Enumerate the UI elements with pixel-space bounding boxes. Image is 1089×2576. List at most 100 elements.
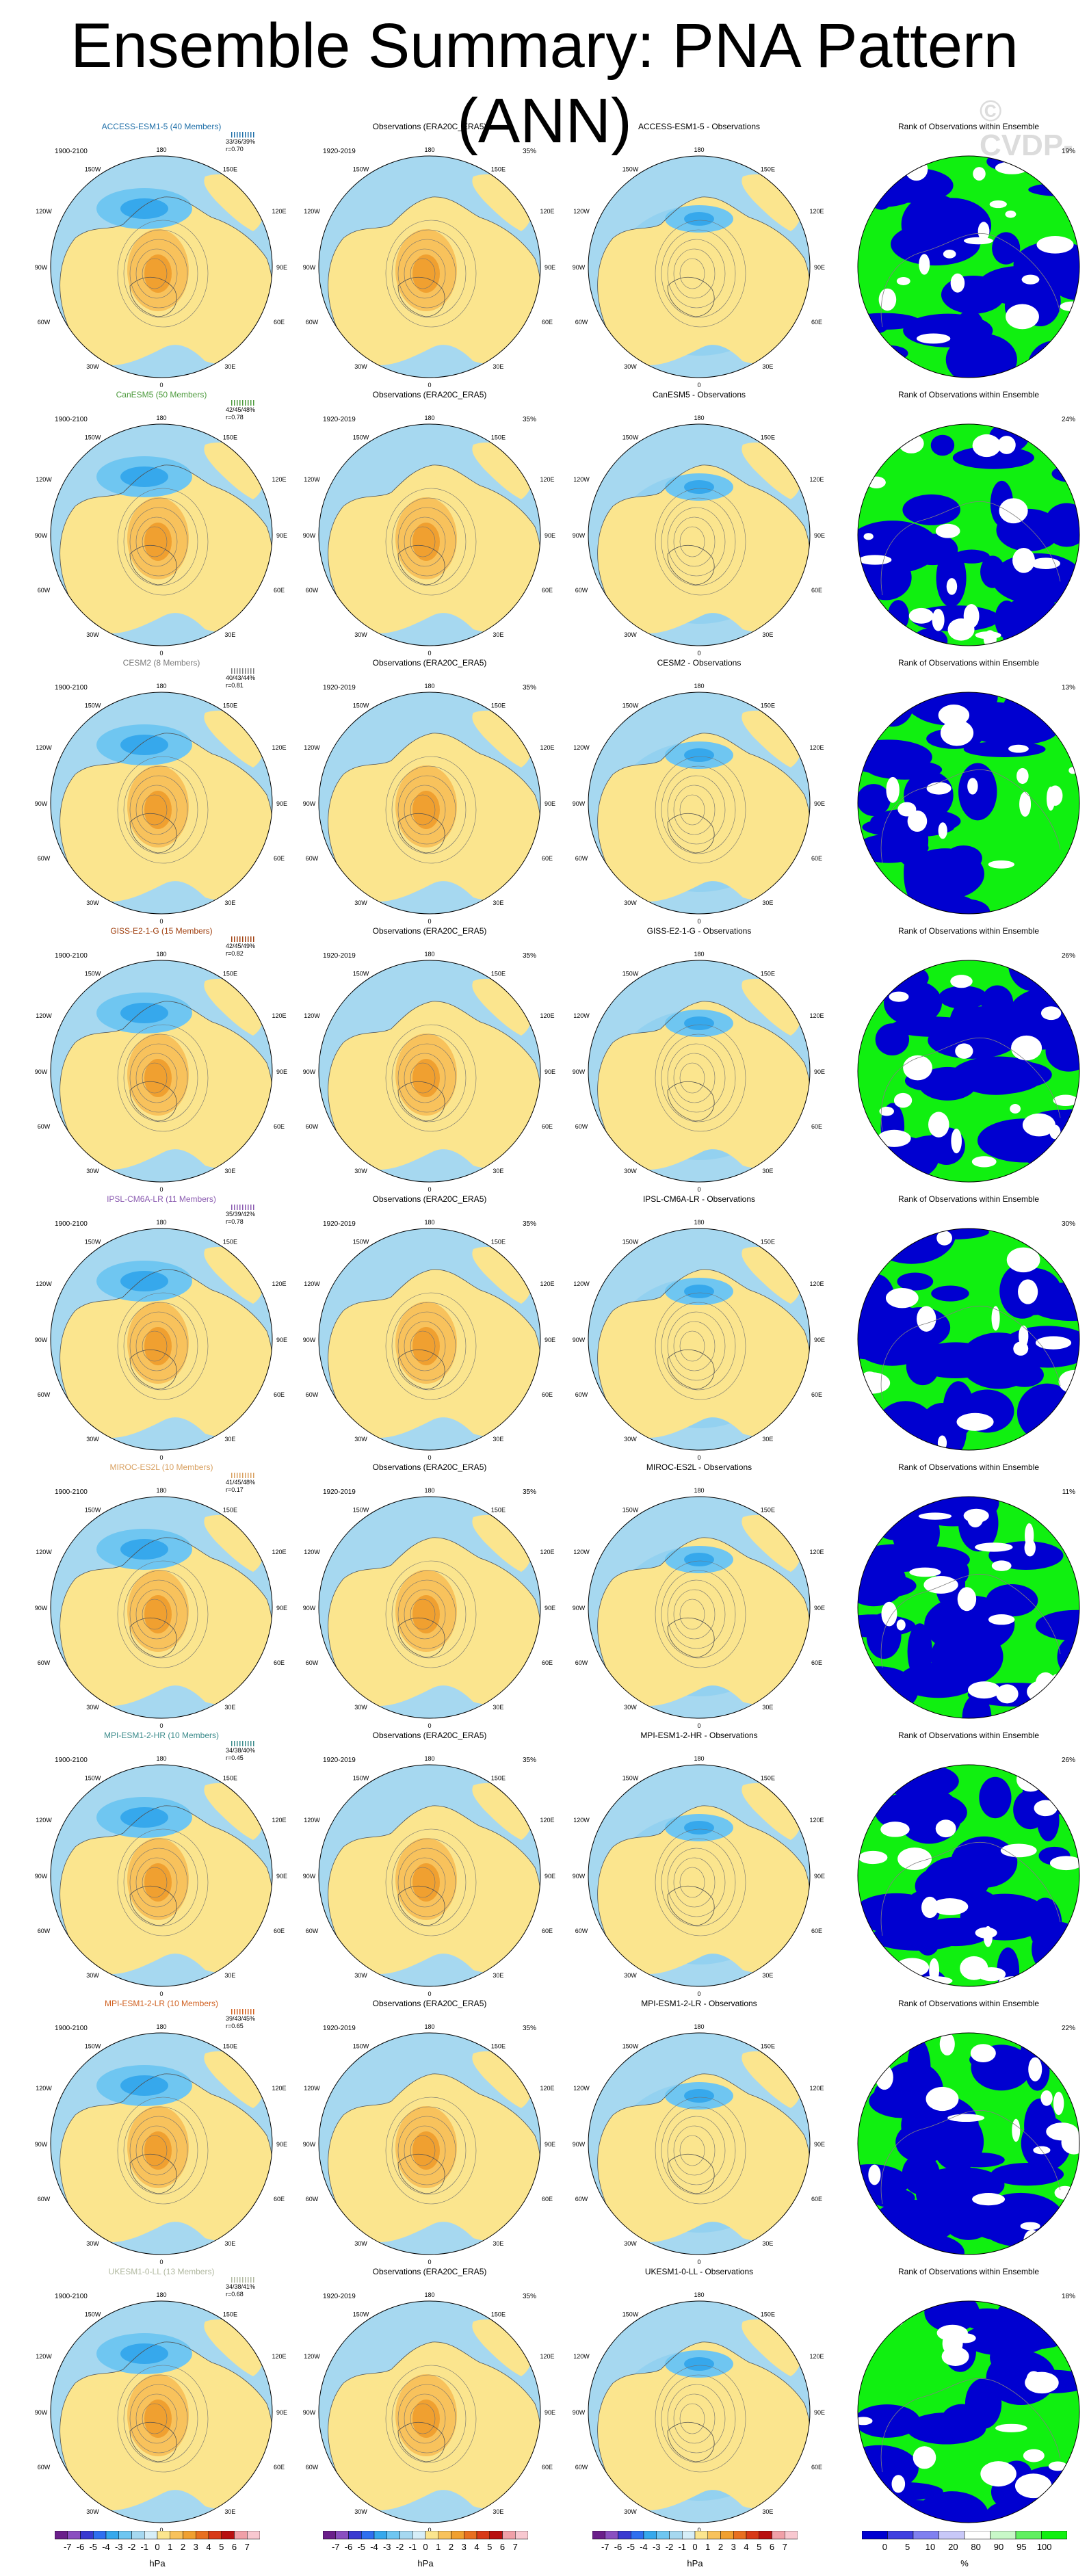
diff-panel-title: UKESM1-0-LL - Observations (644, 2267, 754, 2276)
longitude-label: 120W (304, 1280, 320, 1287)
longitude-label: 30W (354, 2240, 367, 2247)
colorbar-tick: 1 (705, 2542, 710, 2552)
longitude-label: 180 (694, 683, 704, 689)
longitude-label: 90W (35, 2141, 48, 2148)
model-panel-title: CanESM5 (50 Members) (116, 390, 207, 399)
pattern-stats: 40/43/44% r=0.81 (226, 674, 255, 689)
colorbar-swatch (746, 2531, 759, 2540)
longitude-label: 30E (762, 1972, 773, 1979)
longitude-label: 180 (424, 1755, 434, 1762)
longitude-label: 150E (491, 971, 506, 977)
variance-range: 33/36/39% (226, 138, 256, 145)
longitude-label: 0 (697, 382, 700, 389)
longitude-label: 60E (811, 1391, 822, 1398)
model-years: 1900-2100 (55, 952, 88, 960)
map-boundary (50, 1228, 273, 1451)
colorbar-swatch (720, 2531, 734, 2540)
longitude-label: 90W (573, 800, 586, 807)
member-spread-glyph (231, 400, 254, 406)
obs-percent: 35% (522, 148, 536, 155)
longitude-label: 60E (542, 1391, 553, 1398)
longitude-label: 0 (697, 1990, 700, 1997)
colorbar-tick: 7 (783, 2542, 787, 2552)
longitude-label: 60W (38, 2196, 51, 2203)
colorbar-swatch (939, 2531, 965, 2540)
colorbar-tick: 4 (474, 2542, 479, 2552)
longitude-label: 180 (424, 415, 434, 421)
rank-panel-title: Rank of Observations within Ensemble (897, 1731, 1040, 1740)
longitude-label: 30W (624, 1704, 637, 1711)
colorbar-tick: 10 (926, 2542, 935, 2552)
diff-map: 180 0 150W 150E 120W 120E 90W 90E 60W 60E 30W 30E (573, 1755, 825, 1997)
obs-panel: 180 0 150W 150E 120W 120E 90W 90E 60W 60E 30W 30E Ob… (296, 658, 564, 926)
longitude-label: 120E (809, 1549, 824, 1555)
longitude-label: 120E (272, 208, 286, 215)
colorbar-swatch (489, 2531, 503, 2540)
obs-percent: 35% (522, 1488, 536, 1496)
model-map: 180 0 150W 150E 120W 120E 90W 90E 60W 60E 30W 30E (35, 415, 287, 657)
longitude-label: 120E (272, 2085, 286, 2092)
longitude-label: 150W (622, 2311, 639, 2318)
longitude-label: 60W (306, 2464, 319, 2471)
colorbar-tick: -4 (102, 2542, 110, 2552)
pattern-correlation: r=0.78 (226, 414, 244, 421)
model-map-field (51, 960, 272, 1182)
longitude-label: 150W (353, 1775, 369, 1782)
longitude-label: 60E (274, 587, 285, 594)
colorbar-swatch (862, 2531, 888, 2540)
obs-map-field (319, 692, 540, 914)
longitude-label: 30W (86, 363, 99, 370)
longitude-label: 180 (694, 146, 704, 153)
longitude-label: 120E (540, 1817, 554, 1824)
obs-percent: 35% (522, 1757, 536, 1764)
longitude-label: 150W (353, 2311, 369, 2318)
longitude-label: 150E (491, 166, 506, 173)
model-map-field (51, 156, 272, 378)
variance-range: 40/43/44% (226, 674, 256, 681)
longitude-label: 120W (573, 476, 590, 483)
longitude-label: 60W (575, 1123, 588, 1130)
model-years: 1900-2100 (55, 1757, 88, 1764)
pattern-stats: 33/36/39% r=0.70 (226, 138, 255, 153)
obs-panel-title: Observations (ERA20C_ERA5) (372, 2267, 487, 2276)
model-years: 1900-2100 (55, 1488, 88, 1496)
longitude-label: 120E (272, 744, 286, 751)
rank-map-field (858, 1765, 1079, 1986)
longitude-label: 90W (303, 2409, 316, 2416)
longitude-label: 30E (762, 1704, 773, 1711)
diff-map-field (588, 1497, 810, 1718)
obs-map: 180 0 150W 150E 120W 120E 90W 90E 60W 60E 30W 30E (303, 683, 555, 925)
ensemble-row: 180 0 150W 150E 120W 120E 90W 90E 60W 60E 30W 30E IP… (0, 1194, 1089, 1462)
longitude-label: 90W (573, 2141, 586, 2148)
obs-panel-title: Observations (ERA20C_ERA5) (372, 1194, 487, 1204)
colorbar-swatch (93, 2531, 107, 2540)
colorbar-swatch (335, 2531, 349, 2540)
colorbar-tick: 0 (692, 2542, 697, 2552)
longitude-label: 120E (540, 1549, 554, 1555)
diff-map-field (588, 692, 810, 914)
longitude-label: 60E (542, 319, 553, 326)
longitude-label: 30E (762, 899, 773, 906)
longitude-label: 90W (35, 1605, 48, 1612)
colorbar-tick: -4 (640, 2542, 648, 2552)
rank-panel-title: Rank of Observations within Ensemble (897, 1999, 1040, 2008)
longitude-label: 120W (304, 1012, 320, 1019)
obs-years: 1920-2019 (323, 1757, 356, 1764)
colorbar-tick: -7 (332, 2542, 340, 2552)
colorbar-swatch (170, 2531, 183, 2540)
longitude-label: 150E (761, 2043, 775, 2050)
colorbar-tick: 3 (194, 2542, 198, 2552)
longitude-label: 150E (761, 1507, 775, 1514)
obs-map: 180 0 150W 150E 120W 120E 90W 90E 60W 60E 30W 30E (303, 1219, 555, 1461)
longitude-label: 150W (622, 166, 639, 173)
colorbar-tick: -5 (89, 2542, 97, 2552)
obs-panel-title: Observations (ERA20C_ERA5) (372, 122, 487, 131)
rank-map (857, 1496, 1080, 1719)
longitude-label: 180 (424, 146, 434, 153)
longitude-label: 60W (575, 1391, 588, 1398)
longitude-label: 30W (624, 899, 637, 906)
longitude-label: 90E (276, 532, 287, 539)
diff-map: 180 0 150W 150E 120W 120E 90W 90E 60W 60E 30W 30E (573, 415, 825, 657)
longitude-label: 0 (428, 382, 431, 389)
colorbar-swatch (694, 2531, 708, 2540)
